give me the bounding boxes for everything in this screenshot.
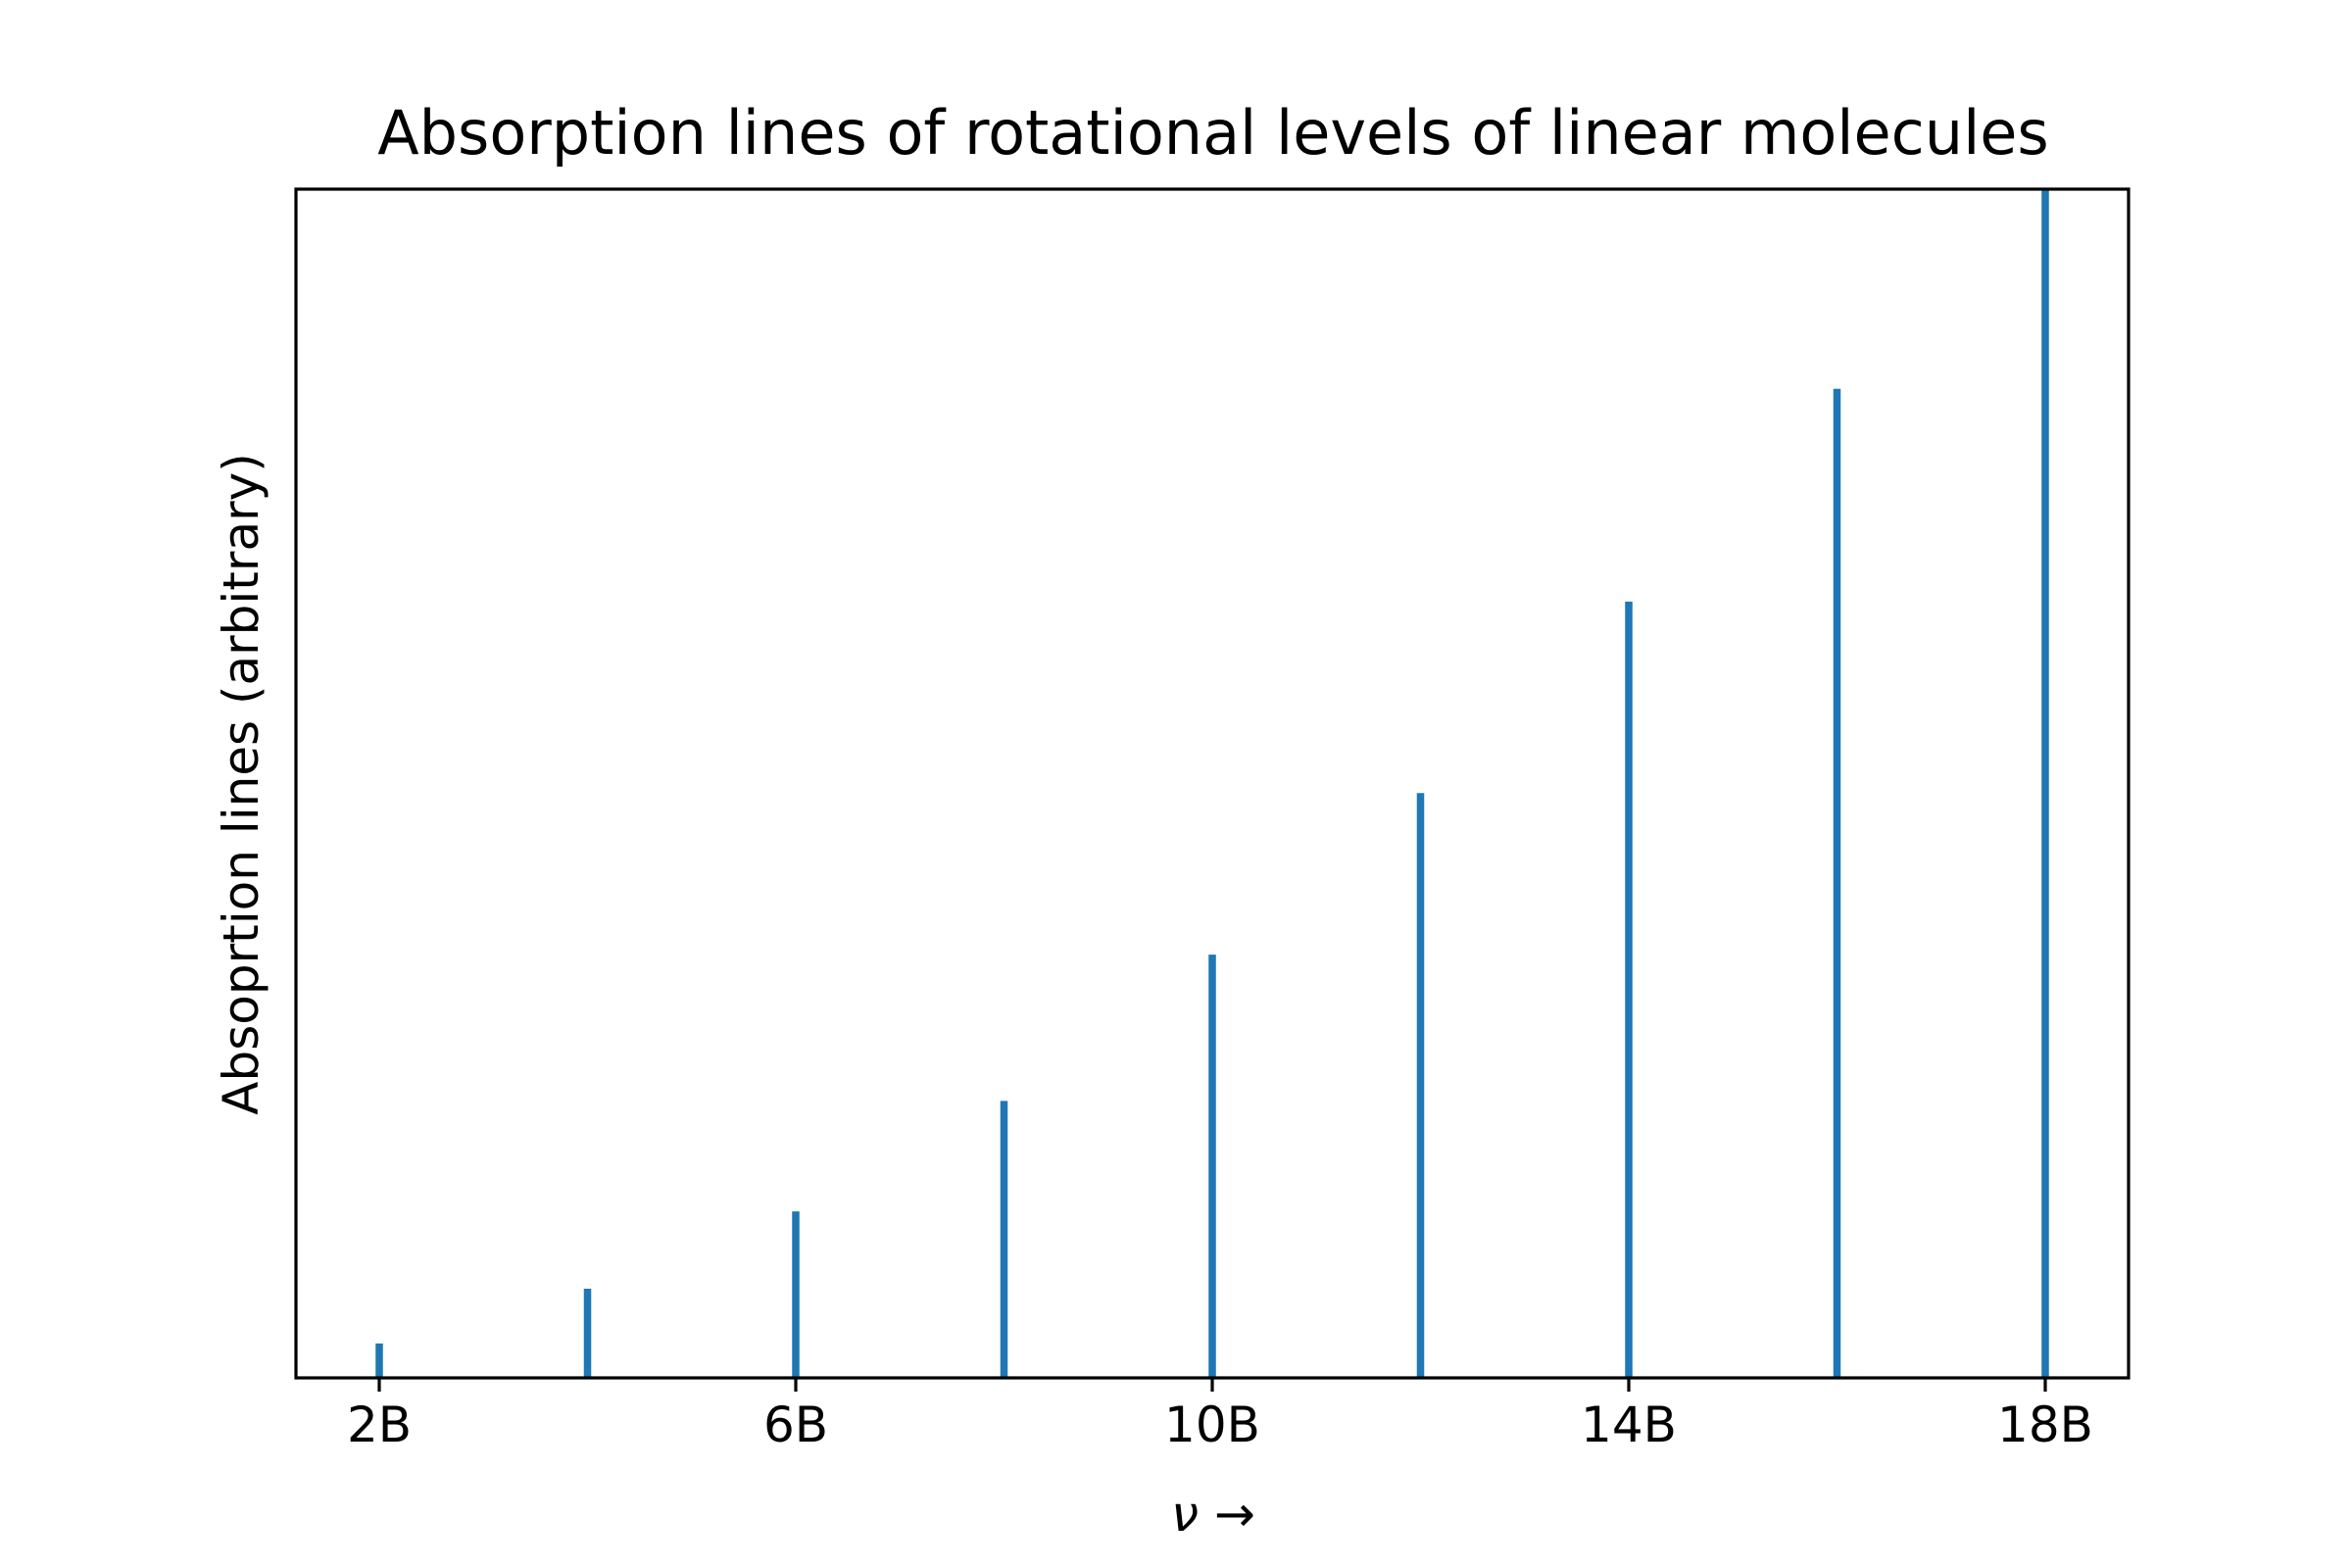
x-tick-label: 18B [1997,1396,2093,1453]
absorption-lines [375,189,2049,1378]
x-tick-label: 14B [1581,1396,1677,1453]
x-tick-label: 2B [347,1396,412,1453]
x-axis-label: ν → [1171,1486,1255,1543]
x-tick-label: 10B [1164,1396,1260,1453]
x-axis-ticks: 2B 6B 10B 14B 18B [347,1378,2093,1453]
chart-title: Absorption lines of rotational levels of… [377,97,2048,169]
x-tick-label: 6B [763,1396,828,1453]
y-axis-label: Absoprtion lines (arbitrary) [213,453,270,1115]
